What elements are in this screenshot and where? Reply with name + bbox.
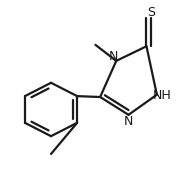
Text: NH: NH xyxy=(153,89,172,102)
Text: N: N xyxy=(123,114,133,128)
Text: N: N xyxy=(109,50,118,64)
Text: S: S xyxy=(147,6,155,19)
